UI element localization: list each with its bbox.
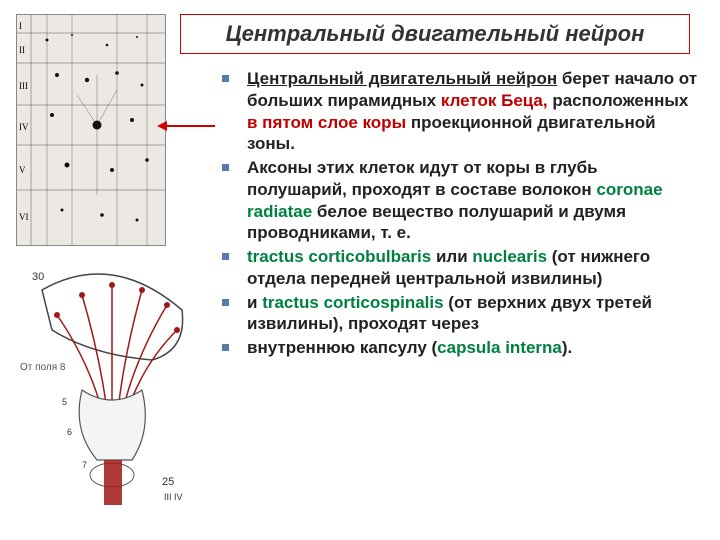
title-box: Центральный двигательный нейрон bbox=[180, 14, 690, 54]
bullet-icon bbox=[222, 299, 229, 306]
bullet-text: tractus corticobulbaris или nuclearis (о… bbox=[247, 246, 702, 290]
diagram-label-left: От поля 8 bbox=[20, 362, 66, 373]
bullet-item: Аксоны этих клеток идут от коры в глубь … bbox=[222, 157, 702, 244]
diagram-label-top: 30 bbox=[32, 271, 44, 283]
bullet-item: и tractus corticospinalis (от верхних дв… bbox=[222, 292, 702, 336]
bullet-item: Центральный двигательный нейрон берет на… bbox=[222, 68, 702, 155]
layer-5: V bbox=[19, 165, 26, 175]
bullet-item: внутреннюю капсулу (capsula interna). bbox=[222, 337, 702, 359]
bullet-item: tractus corticobulbaris или nuclearis (о… bbox=[222, 246, 702, 290]
layer-6: VI bbox=[19, 212, 29, 222]
slide-title: Центральный двигательный нейрон bbox=[191, 21, 679, 47]
histology-image: I II III IV V VI bbox=[16, 14, 166, 246]
layer-4: IV bbox=[19, 122, 29, 132]
bullet-text: Центральный двигательный нейрон берет на… bbox=[247, 68, 702, 155]
bullet-icon bbox=[222, 164, 229, 171]
pointer-arrow bbox=[165, 125, 215, 127]
svg-text:7: 7 bbox=[82, 460, 87, 470]
bullet-text: внутреннюю капсулу (capsula interna). bbox=[247, 337, 572, 359]
layer-3: III bbox=[19, 81, 28, 91]
svg-text:6: 6 bbox=[67, 427, 72, 437]
bullet-text: и tractus corticospinalis (от верхних дв… bbox=[247, 292, 702, 336]
diagram-label-25: 25 bbox=[162, 476, 174, 488]
bullet-text: Аксоны этих клеток идут от коры в глубь … bbox=[247, 157, 702, 244]
layer-2: II bbox=[19, 45, 25, 55]
bullet-list: Центральный двигательный нейрон берет на… bbox=[222, 68, 702, 361]
bullet-icon bbox=[222, 75, 229, 82]
tract-diagram: 30 От поля 8 25 III IV bbox=[12, 260, 207, 510]
bullet-icon bbox=[222, 344, 229, 351]
layer-1: I bbox=[19, 21, 22, 31]
svg-text:5: 5 bbox=[62, 397, 67, 407]
diagram-label-iiiiv: III IV bbox=[164, 492, 183, 502]
bullet-icon bbox=[222, 253, 229, 260]
